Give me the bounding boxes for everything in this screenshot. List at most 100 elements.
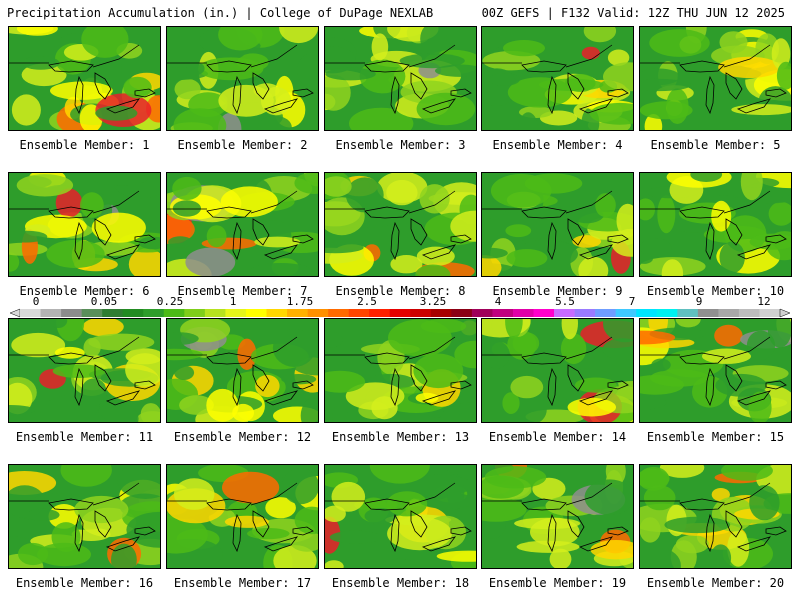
member-label: Ensemble Member: 20 — [646, 576, 785, 590]
precip-map — [481, 464, 634, 569]
ensemble-member-panel: Ensemble Member: 1 — [8, 26, 161, 152]
colorbar-swatch — [410, 309, 432, 317]
colorbar-swatch — [615, 309, 637, 317]
colorbar-swatch — [492, 309, 514, 317]
colorbar-swatch — [225, 309, 247, 317]
colorbar-left-arrow — [10, 308, 21, 318]
colorbar-tick-label: 1.75 — [286, 295, 314, 308]
colorbar-swatch — [738, 309, 760, 317]
precip-field — [167, 319, 318, 422]
colorbar-swatch — [471, 309, 493, 317]
precip-field — [9, 465, 160, 568]
precip-map — [639, 172, 792, 277]
member-label: Ensemble Member: 4 — [492, 138, 623, 152]
colorbar-tick-label: 0 — [32, 295, 40, 308]
precip-map — [639, 464, 792, 569]
member-label: Ensemble Member: 2 — [177, 138, 308, 152]
colorbar-tick-label: 12 — [757, 295, 771, 308]
precip-map — [324, 172, 477, 277]
precip-field — [640, 319, 791, 422]
precip-map — [8, 318, 161, 423]
precip-map — [8, 464, 161, 569]
precip-field — [640, 465, 791, 568]
colorbar-swatch — [574, 309, 596, 317]
precip-field — [167, 465, 318, 568]
precip-field — [325, 27, 476, 130]
colorbar-swatch — [143, 309, 165, 317]
precip-map — [324, 26, 477, 131]
colorbar-swatch — [307, 309, 329, 317]
colorbar-tick-label: 9 — [695, 295, 703, 308]
precip-field — [325, 319, 476, 422]
precip-map — [324, 318, 477, 423]
colorbar-swatch — [245, 309, 267, 317]
ensemble-member-panel: Ensemble Member: 14 — [481, 318, 634, 444]
member-label: Ensemble Member: 10 — [646, 284, 785, 298]
ensemble-member-panel: Ensemble Member: 9 — [481, 172, 634, 298]
colorbar-swatch — [554, 309, 575, 317]
member-label: Ensemble Member: 16 — [15, 576, 154, 590]
colorbar-swatch — [266, 309, 288, 317]
colorbar-swatch — [595, 309, 616, 317]
precip-map — [481, 26, 634, 131]
precip-map — [166, 172, 319, 277]
member-label: Ensemble Member: 11 — [15, 430, 154, 444]
precip-field — [167, 27, 318, 130]
colorbar-swatch — [287, 309, 308, 317]
precip-field — [482, 27, 633, 130]
ensemble-member-panel: Ensemble Member: 15 — [639, 318, 792, 444]
colorbar-swatch — [369, 309, 391, 317]
member-label: Ensemble Member: 19 — [488, 576, 627, 590]
colorbar-swatch — [389, 309, 411, 317]
precip-map — [639, 318, 792, 423]
colorbar-swatch — [348, 309, 370, 317]
member-label: Ensemble Member: 12 — [173, 430, 312, 444]
colorbar-right-arrow — [779, 308, 790, 318]
member-label: Ensemble Member: 1 — [19, 138, 150, 152]
ensemble-member-panel: Ensemble Member: 11 — [8, 318, 161, 444]
ensemble-member-panel: Ensemble Member: 19 — [481, 464, 634, 590]
precip-colorbar: 0 0.05 0.25 1 1.75 2.5 3.25 4 5.5 7 9 12 — [10, 296, 790, 320]
colorbar-swatch — [636, 309, 658, 317]
colorbar-swatch — [718, 309, 740, 317]
run-valid-time: 00Z GEFS | F132 Valid: 12Z THU JUN 12 20… — [481, 6, 785, 20]
precip-map — [324, 464, 477, 569]
ensemble-member-panel: Ensemble Member: 7 — [166, 172, 319, 298]
precip-field — [482, 465, 633, 568]
colorbar-swatch — [430, 309, 452, 317]
colorbar-swatch — [184, 309, 206, 317]
ensemble-member-panel: Ensemble Member: 13 — [324, 318, 477, 444]
colorbar-swatch — [40, 309, 62, 317]
precip-map — [481, 318, 634, 423]
precip-map — [166, 318, 319, 423]
colorbar-swatch — [163, 309, 185, 317]
colorbar-swatch — [81, 309, 103, 317]
ensemble-member-panel: Ensemble Member: 20 — [639, 464, 792, 590]
colorbar-swatch — [451, 309, 473, 317]
member-label: Ensemble Member: 8 — [335, 284, 466, 298]
colorbar-swatch — [512, 309, 534, 317]
colorbar-tick-labels: 0 0.05 0.25 1 1.75 2.5 3.25 4 5.5 7 9 12 — [10, 296, 790, 308]
ensemble-member-panel: Ensemble Member: 4 — [481, 26, 634, 152]
colorbar-tick-label: 1 — [229, 295, 237, 308]
precip-field — [9, 319, 160, 422]
member-label: Ensemble Member: 18 — [331, 576, 470, 590]
member-label: Ensemble Member: 5 — [650, 138, 781, 152]
precip-field — [325, 465, 476, 568]
colorbar-tick-label: 4 — [494, 295, 502, 308]
precip-field — [325, 173, 476, 276]
precip-field — [640, 27, 791, 130]
precip-map — [166, 464, 319, 569]
ensemble-member-panel: Ensemble Member: 18 — [324, 464, 477, 590]
member-label: Ensemble Member: 3 — [335, 138, 466, 152]
precip-map — [639, 26, 792, 131]
colorbar-swatch — [204, 309, 226, 317]
colorbar-swatch — [677, 309, 699, 317]
precip-field — [640, 173, 791, 276]
member-label: Ensemble Member: 9 — [492, 284, 623, 298]
member-label: Ensemble Member: 15 — [646, 430, 785, 444]
ensemble-member-panel: Ensemble Member: 2 — [166, 26, 319, 152]
ensemble-member-panel: Ensemble Member: 3 — [324, 26, 477, 152]
colorbar-swatch — [759, 309, 781, 317]
ensemble-member-panel: Ensemble Member: 16 — [8, 464, 161, 590]
